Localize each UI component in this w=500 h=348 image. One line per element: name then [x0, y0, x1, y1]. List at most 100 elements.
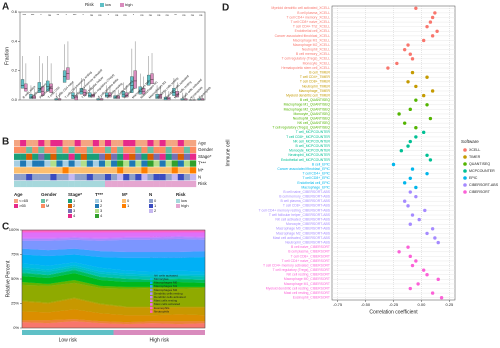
legend-swatch [150, 299, 153, 303]
legend-swatch [463, 162, 467, 166]
track-label: Age [198, 140, 207, 145]
y-tick-label: T cell CD8+ naive_XCELL [291, 20, 331, 24]
track-cell [44, 174, 51, 181]
y-tick-label: T cell regulatory (Tregs)_XCELL [282, 57, 331, 61]
track-cell [111, 140, 118, 147]
legend-swatch [150, 310, 153, 313]
legend-label: low [181, 198, 187, 203]
track-cell [50, 180, 57, 188]
box [172, 88, 176, 96]
track-cell [92, 140, 100, 147]
track-cell [20, 180, 27, 188]
legend-swatch [463, 176, 467, 180]
box [133, 70, 137, 89]
track-cell [135, 167, 142, 174]
track-cell [92, 180, 100, 188]
legend-label: 0 [154, 198, 157, 203]
track-cell [20, 146, 27, 154]
y-tick-label: Neutrophil_CIBERSORT-ABS [285, 240, 331, 244]
legend-label: 1 [100, 198, 103, 203]
track-cell [117, 146, 124, 154]
dot [408, 286, 412, 291]
y-tick-label: B cell memory_XCELL [296, 52, 330, 56]
y-tick-label: Macrophage_TIMER [299, 89, 331, 93]
legend-swatch [68, 204, 72, 208]
track-cell [165, 146, 172, 154]
legend-swatch [149, 209, 153, 213]
track-cell [32, 146, 39, 154]
y-tick-label: Macrophage M2_XCELL [293, 43, 330, 47]
y-tick-label: Endothelial cell_XCELL [295, 29, 331, 33]
track-cell [171, 140, 178, 147]
track-cell [111, 174, 118, 181]
y-tick-label: Monocyte_QUANTISEQ [293, 112, 330, 116]
legend-label: 1 [73, 198, 76, 203]
y-tick-label: T cell CD8+_TIMER [300, 80, 331, 84]
y-tick-label: NK cell_QUANTISEQ [297, 121, 330, 125]
y-tick-label: 0% [13, 325, 19, 330]
legend-swatch [122, 204, 126, 208]
dot [399, 149, 404, 153]
track-cell [74, 174, 81, 181]
dot [430, 89, 435, 93]
y-tick-label: Neutrophil_MCPCOUNTER [288, 153, 330, 157]
track-cell [26, 160, 33, 167]
track-cell [38, 146, 45, 154]
legend-label: Mast cells activated [154, 302, 181, 306]
y-axis-label: Immune cell [225, 140, 231, 167]
legend-swatch [463, 155, 467, 159]
legend-swatch [150, 295, 153, 299]
track-cell [68, 160, 75, 167]
y-tick-label: NK cell resting_CIBERSORT [287, 273, 330, 277]
track-cell [92, 153, 100, 160]
track-cell [183, 180, 191, 188]
track-cell [177, 146, 185, 154]
legend-swatch [95, 209, 99, 213]
significance-label: ns [149, 13, 153, 17]
track-label: Risk [198, 181, 207, 186]
track-cell [159, 174, 166, 181]
track-cell [177, 174, 185, 181]
significance-label: ns [90, 13, 94, 17]
x-tick-label: -0.75 [333, 302, 343, 307]
track-cell [38, 167, 45, 174]
track-cell [153, 180, 160, 188]
track-cell [153, 160, 160, 167]
track-cell [159, 160, 166, 167]
significance-label: *** [31, 13, 35, 17]
track-cell [74, 167, 81, 174]
track-cell [50, 174, 57, 181]
y-tick-label: Macrophage M0_CIBERSORT [284, 277, 330, 281]
track-cell [14, 153, 21, 160]
track-cell [92, 160, 100, 167]
y-tick-label: B cell_MCPCOUNTER [296, 144, 331, 148]
legend-label: Neutrophils [154, 309, 170, 313]
dot [425, 75, 429, 79]
y-tick-label: Macrophage M0_CIBERSORT-ABS [276, 227, 331, 231]
box [24, 83, 28, 92]
box [88, 92, 92, 98]
legend-swatch [150, 292, 153, 295]
dot [425, 24, 429, 29]
dot [391, 162, 396, 167]
box [46, 80, 50, 92]
dot [408, 52, 412, 56]
panel-label: D [222, 3, 229, 14]
track-cell [68, 146, 75, 154]
track-cell [56, 146, 63, 154]
dot [414, 6, 418, 10]
y-tick-label: 0.4 [11, 38, 17, 43]
track-cell [50, 160, 57, 167]
track-cell [129, 153, 136, 160]
track-cell [80, 167, 87, 174]
dot [430, 227, 435, 231]
legend-swatch [68, 214, 72, 218]
track-cell [86, 174, 94, 181]
dot [406, 43, 410, 47]
y-tick-label: NK cell activated_CIBERSORT-ABS [275, 218, 330, 222]
track-cell [80, 153, 87, 160]
box [125, 92, 129, 98]
group-label: Low risk [59, 337, 78, 343]
track-cell [26, 167, 33, 174]
track-cell [123, 160, 130, 167]
